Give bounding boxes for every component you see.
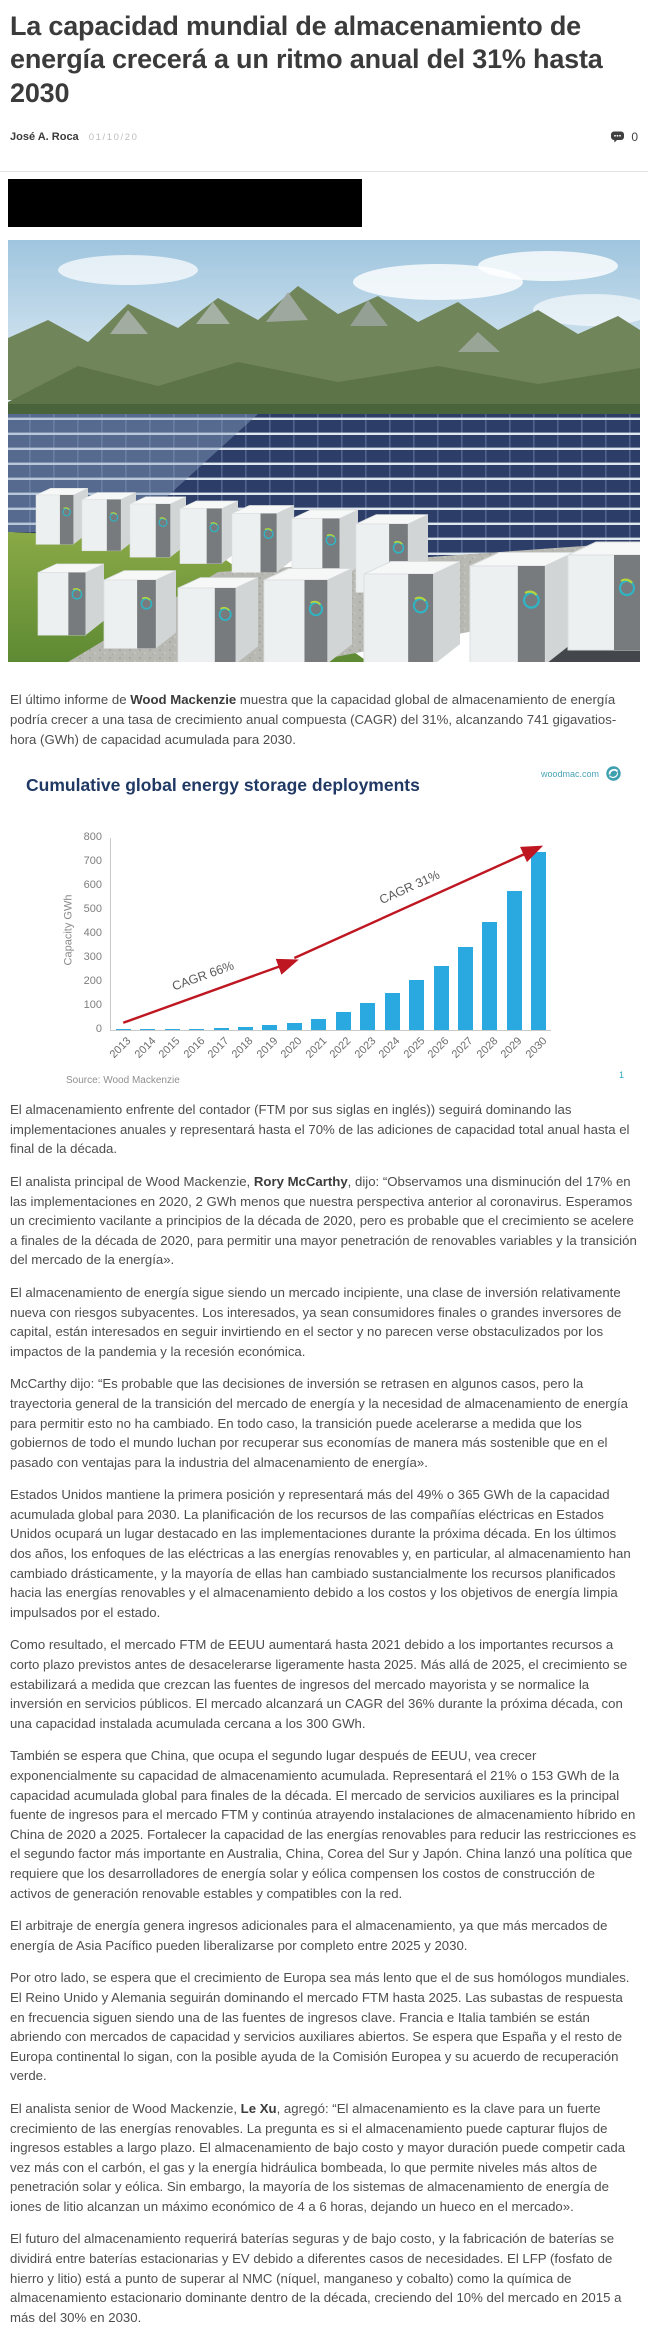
comment-bubble-icon <box>611 131 625 143</box>
brand-url: woodmac.com <box>540 768 599 779</box>
svg-text:CAGR 31%: CAGR 31% <box>377 868 442 907</box>
comments-count: 0 <box>631 130 638 145</box>
y-tick-label: 600 <box>83 879 102 892</box>
bar-2028 <box>482 922 498 1031</box>
article-paragraph: El arbitraje de energía genera ingresos … <box>10 1918 608 1953</box>
bar-2018 <box>237 1026 253 1031</box>
bar-2021 <box>311 1018 327 1031</box>
bar-2020 <box>286 1023 302 1031</box>
redacted-block <box>8 179 362 228</box>
article-paragraph: El futuro del almacenamiento requerirá b… <box>10 2231 622 2325</box>
bar-2027 <box>457 947 473 1031</box>
page-title: La capacidad mundial de almacenamiento d… <box>10 11 603 108</box>
article-paragraph: McCarthy dijo: “Es probable que las deci… <box>10 1376 628 1470</box>
article-paragraph: El almacenamiento enfrente del contador … <box>10 1102 630 1157</box>
bar-2022 <box>335 1012 351 1031</box>
bar-2026 <box>433 966 449 1031</box>
bar-2025 <box>409 980 425 1031</box>
header-divider <box>0 171 648 173</box>
bar-2029 <box>506 891 522 1031</box>
y-tick-label: 200 <box>83 975 102 988</box>
article-paragraph: El último informe de Wood Mackenzie mues… <box>10 692 617 747</box>
bar-2014 <box>140 1029 156 1031</box>
byline: José A. Roca 01/10/20 0 <box>10 130 638 144</box>
article-paragraph: También se espera que China, que ocupa e… <box>10 1748 637 1901</box>
bar-2030 <box>531 852 547 1031</box>
article-paragraph: El analista senior de Wood Mackenzie, Le… <box>10 2100 626 2214</box>
body-paragraphs: El almacenamiento enfrente del contador … <box>10 1100 638 2327</box>
bar-2017 <box>213 1027 229 1031</box>
cagr-arrows: CAGR 66% CAGR 31% <box>122 845 544 1025</box>
publish-date: 01/10/20 <box>88 131 139 143</box>
chart-plot-area: Capacity GWh 0 100 200 300 400 500 600 700 800 20… <box>62 831 551 1061</box>
bar-2024 <box>384 993 400 1031</box>
article-body: El último informe de Wood Mackenzie mues… <box>10 690 638 2327</box>
article-paragraph: Como resultado, el mercado FTM de EEUU a… <box>10 1637 628 1731</box>
article-paragraph: El almacenamiento de energía sigue siend… <box>10 1284 622 1359</box>
comments-count-link[interactable]: 0 <box>610 130 638 144</box>
hero-image <box>8 240 640 663</box>
storage-deployments-chart: woodmac.com Cumulative global energy sto… <box>10 766 638 1087</box>
intro-paragraphs: El último informe de Wood Mackenzie mues… <box>10 690 638 749</box>
article-paragraph: Por otro lado, se espera que el crecimie… <box>10 1970 630 2084</box>
y-tick-label: 500 <box>83 903 102 916</box>
footnote-marker: 1 <box>618 1070 624 1081</box>
article-paragraph: El analista principal de Wood Mackenzie,… <box>10 1173 637 1268</box>
bar-2019 <box>262 1025 278 1031</box>
bar-2013 <box>115 1029 131 1031</box>
bar-2023 <box>360 1003 376 1031</box>
chart-source: Source: Wood Mackenzie <box>66 1075 180 1087</box>
y-tick-label: 700 <box>83 855 102 868</box>
svg-text:CAGR 66%: CAGR 66% <box>170 959 236 994</box>
woodmac-circle-logo <box>606 766 621 781</box>
chart-brand: woodmac.com <box>541 765 622 782</box>
author-link[interactable]: José A. Roca <box>10 131 79 144</box>
bar-2015 <box>164 1029 180 1031</box>
bar-2016 <box>189 1028 205 1031</box>
y-tick-label: 100 <box>83 999 102 1012</box>
y-tick-label: 0 <box>95 1023 102 1036</box>
article-paragraph: Estados Unidos mantiene la primera posic… <box>10 1487 631 1620</box>
y-tick-label: 400 <box>83 927 102 940</box>
chart-title: Cumulative global energy storage deploym… <box>26 775 420 796</box>
y-tick-label: 300 <box>83 951 102 964</box>
y-tick-label: 800 <box>83 831 102 844</box>
